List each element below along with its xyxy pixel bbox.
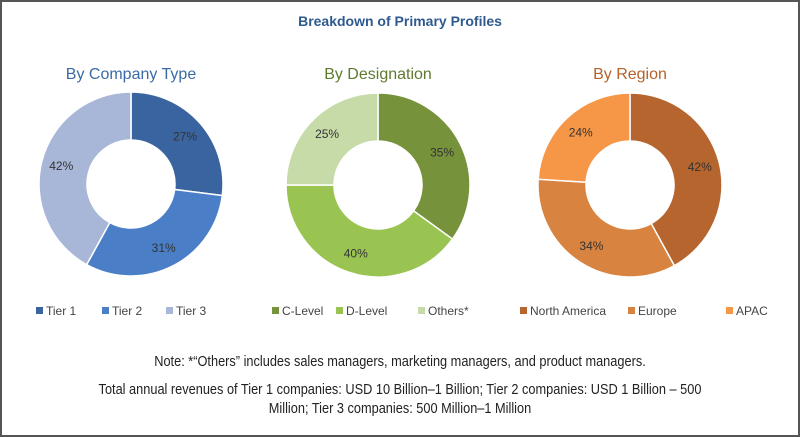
- slice-apac: [537, 92, 631, 184]
- slice-tier-2: [85, 188, 224, 277]
- legend-swatch: [102, 307, 109, 314]
- data-label: 27%: [173, 129, 197, 143]
- slice-north-america: [629, 92, 723, 267]
- legend-swatch: [726, 307, 733, 314]
- data-label: 34%: [579, 239, 603, 253]
- data-label: 42%: [49, 159, 73, 173]
- legend-swatch: [520, 307, 527, 314]
- note-others: Note: *“Others” includes sales managers,…: [154, 354, 646, 370]
- data-label: 31%: [152, 241, 176, 255]
- data-label: 40%: [344, 246, 368, 260]
- legend-label: D-Level: [346, 304, 387, 318]
- legend-swatch: [272, 307, 279, 314]
- legend-label: C-Level: [282, 304, 323, 318]
- legend-swatch: [36, 307, 43, 314]
- donut-2: By Designation 35% 40% 25% C-Level D-Level Oth…: [272, 66, 471, 318]
- legend-swatch: [166, 307, 173, 314]
- legend-label: North America: [530, 304, 606, 318]
- chart-title: By Region: [593, 66, 667, 83]
- legend-label: Tier 2: [112, 304, 143, 318]
- note-revenues-line2: Million; Tier 3 companies: 500 Million–1…: [268, 401, 532, 417]
- legend-label: Tier 3: [176, 304, 207, 318]
- note-revenues-line1: Total annual revenues of Tier 1 companie…: [98, 382, 702, 398]
- data-label: 42%: [688, 160, 712, 174]
- slice-europe: [537, 178, 676, 278]
- legend-swatch: [628, 307, 635, 314]
- legend-label: APAC: [736, 304, 768, 318]
- slice-tier-3: [38, 91, 132, 266]
- data-label: 24%: [569, 126, 593, 140]
- slice-tier-1: [130, 91, 224, 197]
- slice-others-: [285, 92, 379, 186]
- data-label: 35%: [430, 145, 454, 159]
- slice-c-level: [377, 92, 471, 241]
- donut-1: By Company Type 27% 31% 42% Tier 1 Tier 2 Tier…: [36, 66, 224, 318]
- data-label: 25%: [315, 127, 339, 141]
- legend-swatch: [336, 307, 343, 314]
- legend-label: Tier 1: [46, 304, 77, 318]
- slice-d-level: [285, 184, 454, 278]
- chart-title: By Company Type: [66, 66, 197, 83]
- donut-3: By Region 42% 34% 24% North America Europe APA…: [520, 66, 768, 318]
- legend-swatch: [418, 307, 425, 314]
- chart-title: By Designation: [324, 66, 432, 83]
- legend-label: Others*: [428, 304, 469, 318]
- legend-label: Europe: [638, 304, 677, 318]
- main-title: Breakdown of Primary Profiles: [298, 13, 502, 29]
